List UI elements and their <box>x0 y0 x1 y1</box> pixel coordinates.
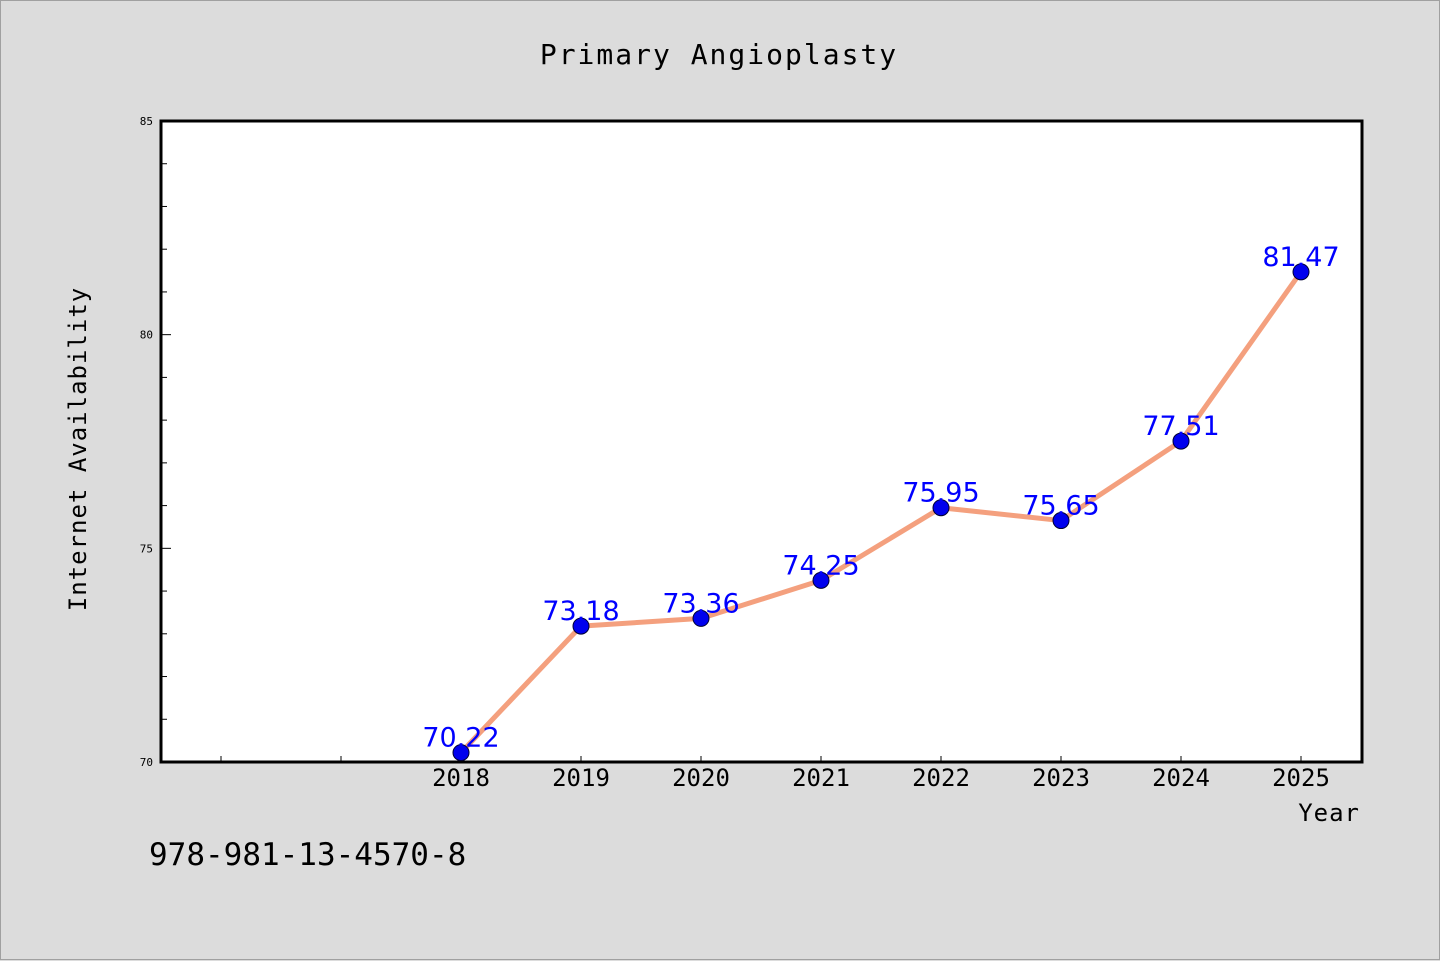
data-point <box>1292 263 1310 281</box>
x-tick-label: 2025 <box>1272 764 1330 792</box>
series-group <box>452 263 1310 762</box>
data-point <box>932 499 950 517</box>
x-tick-label: 2018 <box>432 764 490 792</box>
x-tick-label: 2022 <box>912 764 970 792</box>
data-label: 73.18 <box>542 596 619 627</box>
data-point <box>812 571 830 589</box>
y-axis-label: Internet Availability <box>64 287 92 611</box>
y-tick-label: 70 <box>140 756 153 769</box>
axis-ticks: 70 75 80 85 2018 2019 2020 2021 2022 2023 2024 2025 <box>140 115 1330 792</box>
y-tick-label: 80 <box>140 329 153 342</box>
x-tick-label: 2024 <box>1152 764 1210 792</box>
data-label: 74.25 <box>782 550 859 581</box>
data-label: 75.95 <box>902 478 979 509</box>
chart-title: Primary Angioplasty <box>540 38 898 71</box>
y-tick-label: 85 <box>140 115 153 128</box>
data-labels: 70.22 73.18 73.36 74.25 75.95 75.65 77.51 81.47 <box>422 242 1339 754</box>
data-label: 70.22 <box>422 723 499 754</box>
data-point <box>452 744 470 762</box>
data-label: 75.65 <box>1022 491 1099 522</box>
x-axis-label: Year <box>1298 799 1360 827</box>
x-tick-label: 2020 <box>672 764 730 792</box>
data-point <box>1172 432 1190 450</box>
plot-area <box>159 119 1364 764</box>
data-point <box>692 609 710 627</box>
series-line <box>459 270 1304 755</box>
data-label: 77.51 <box>1142 411 1219 442</box>
data-point <box>1052 512 1070 530</box>
footer-note: 978-981-13-4570-8 <box>149 837 466 873</box>
y-tick-label: 75 <box>140 542 153 555</box>
x-tick-label: 2021 <box>792 764 850 792</box>
data-point <box>572 617 590 635</box>
data-label: 81.47 <box>1262 242 1339 273</box>
x-tick-label: 2023 <box>1032 764 1090 792</box>
data-label: 73.36 <box>662 588 739 619</box>
x-tick-label: 2019 <box>552 764 610 792</box>
